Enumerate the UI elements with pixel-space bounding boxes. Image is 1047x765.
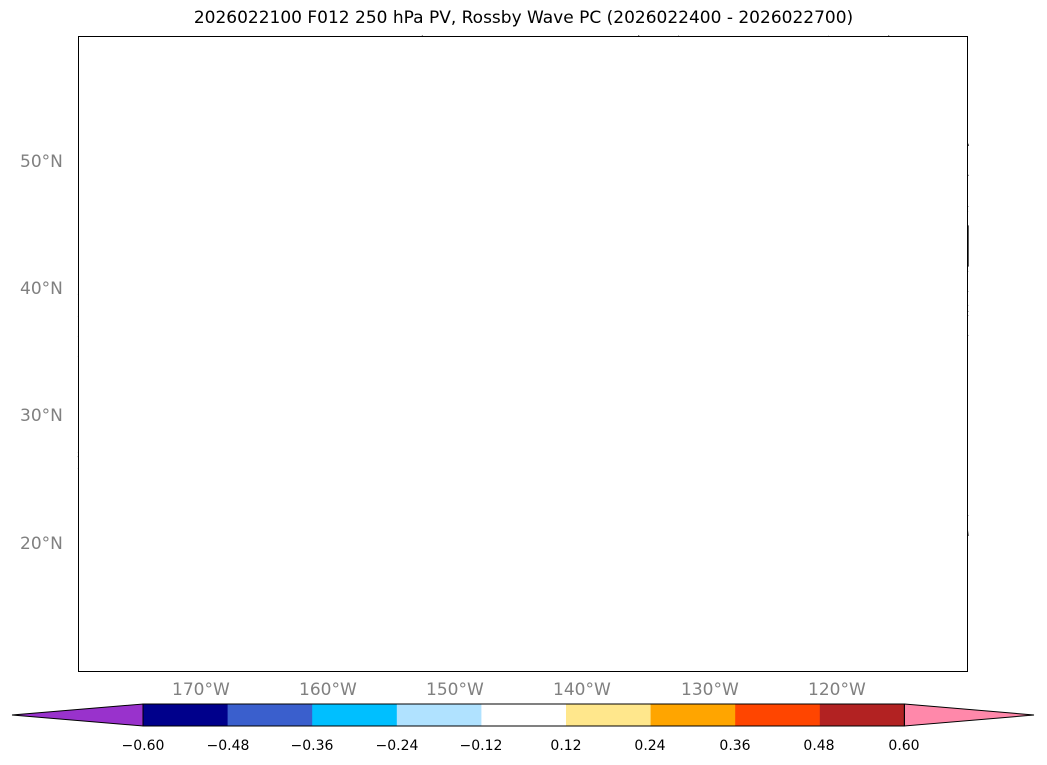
lat-label-20n: 20°N — [20, 534, 63, 554]
colorbar-tick: 0.12 — [550, 738, 582, 754]
lon-label-150w: 150°W — [426, 680, 484, 700]
map-frame — [78, 36, 968, 672]
colorbar-tick: −0.12 — [459, 738, 503, 754]
lat-label-40n: 40°N — [20, 279, 63, 299]
colorbar-tick: 0.48 — [803, 738, 835, 754]
colorbar-tick: 0.24 — [634, 738, 666, 754]
lon-label-170w: 170°W — [172, 680, 230, 700]
figure-title: 2026022100 F012 250 hPa PV, Rossby Wave … — [193, 8, 854, 28]
lon-label-130w: 130°W — [681, 680, 739, 700]
colorbar-tick: 0.60 — [888, 738, 920, 754]
colorbar-tick: −0.60 — [121, 738, 165, 754]
lon-label-160w: 160°W — [299, 680, 357, 700]
colorbar-tick: 0.36 — [719, 738, 751, 754]
colorbar-tick: −0.48 — [206, 738, 250, 754]
lon-label-140w: 140°W — [553, 680, 611, 700]
lat-label-30n: 30°N — [20, 406, 63, 426]
lon-label-120w: 120°W — [808, 680, 866, 700]
lat-label-50n: 50°N — [20, 152, 63, 172]
colorbar-tick: −0.36 — [290, 738, 334, 754]
colorbar-tick: −0.24 — [375, 738, 419, 754]
